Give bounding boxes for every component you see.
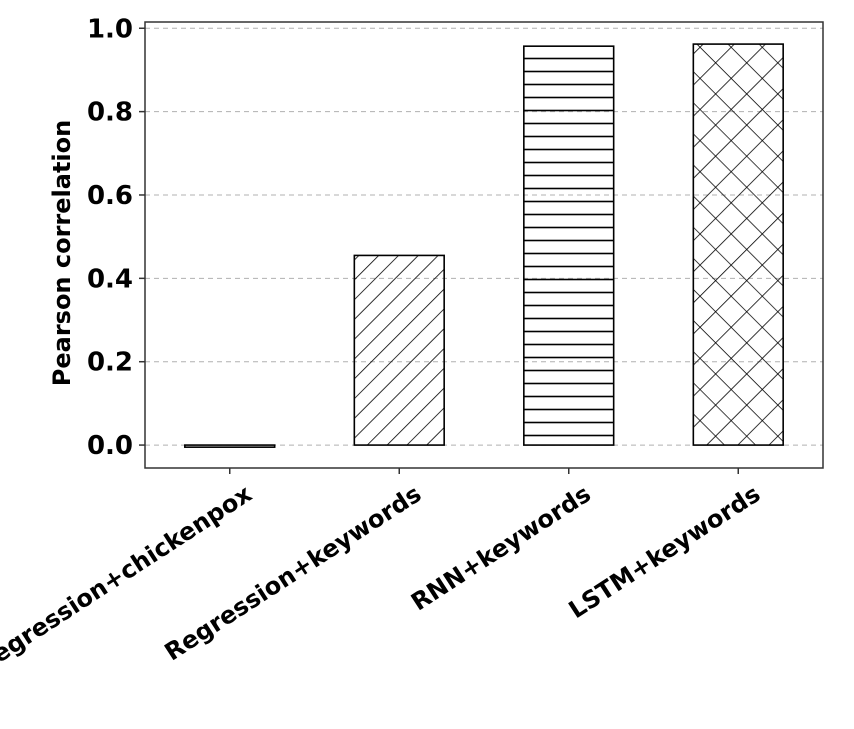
bar xyxy=(523,45,615,446)
y-tick-label: 1.0 xyxy=(87,14,133,44)
x-tick-label: RNN+keywords xyxy=(406,480,596,617)
x-tick-label: Regression+chickenpox xyxy=(0,479,257,678)
bar xyxy=(692,43,784,446)
y-tick-label: 0.8 xyxy=(87,98,133,128)
y-axis-title: Pearson correlation xyxy=(48,120,76,386)
bar xyxy=(353,254,445,446)
plot-frame xyxy=(144,21,824,469)
bar xyxy=(184,444,276,448)
y-axis-ticks: 0.0 0.2 0.4 0.6 0.8 1.0 xyxy=(87,14,145,461)
y-tick-label: 0.4 xyxy=(87,264,133,294)
y-tick-label: 0.6 xyxy=(87,181,133,211)
y-tick-label: 0.0 xyxy=(87,431,133,461)
x-axis-ticks: Regression+chickenpoxRegression+keywords… xyxy=(0,468,765,679)
y-tick-label: 0.2 xyxy=(87,348,133,378)
bars xyxy=(184,43,784,448)
